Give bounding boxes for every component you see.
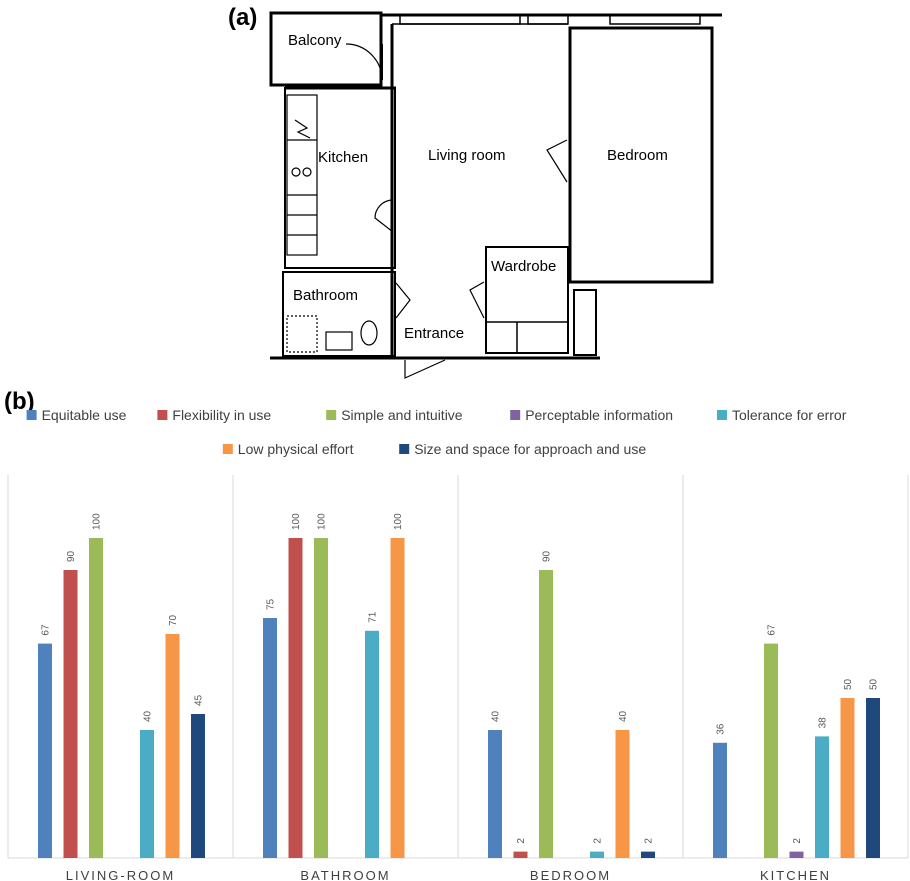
value-label-bedroom-low-physical-effort: 40 bbox=[618, 710, 629, 722]
bar-bathroom-simple-and-intuitive bbox=[314, 538, 328, 858]
value-label-bathroom-tolerance-for-error: 71 bbox=[368, 611, 379, 623]
room-label-kitchen: Kitchen bbox=[318, 149, 368, 166]
wardrobe-door-swing bbox=[469, 281, 485, 319]
legend-swatch-tolerance-for-error bbox=[717, 410, 727, 420]
value-label-bedroom-flexibility-in-use: 2 bbox=[516, 838, 527, 844]
window-3 bbox=[609, 14, 701, 25]
legend-swatch-perceptable-information bbox=[510, 410, 521, 420]
window-2 bbox=[527, 14, 569, 25]
value-label-kitchen-equitable-use: 36 bbox=[716, 723, 727, 735]
legend-swatch-equitable-use bbox=[26, 410, 37, 420]
bar-kitchen-equitable-use bbox=[713, 742, 727, 858]
bar-kitchen-size-and-space-for-approach-and-use bbox=[866, 698, 880, 858]
bar-living-room-low-physical-effort bbox=[165, 634, 180, 858]
bar-living-room-equitable-use bbox=[38, 643, 52, 858]
chart-legend: Equitable use Flexibility in use Simple an… bbox=[26, 407, 847, 457]
kitchen-counter bbox=[286, 94, 318, 256]
room-label-balcony: Balcony bbox=[288, 32, 342, 49]
bar-living-room-size-and-space-for-approach-and-use bbox=[191, 714, 205, 858]
bar-kitchen-tolerance-for-error bbox=[815, 736, 829, 858]
bar-bathroom-flexibility-in-use bbox=[288, 538, 303, 858]
window-1 bbox=[399, 14, 521, 25]
legend-swatch-low-physical-effort bbox=[222, 444, 233, 454]
bar-living-room-simple-and-intuitive bbox=[89, 538, 103, 858]
value-label-living-room-equitable-use: 67 bbox=[41, 624, 52, 636]
floor-plan: Balcony Kitchen Living room Bedroom Ward… bbox=[269, 11, 722, 379]
room-label-bathroom: Bathroom bbox=[293, 287, 358, 304]
category-label-bedroom: BEDROOM bbox=[530, 868, 611, 881]
sink-icon bbox=[291, 167, 301, 177]
value-label-living-room-size-and-space-for-approach-and-use: 45 bbox=[194, 694, 205, 706]
legend-label-low-physical-effort: Low physical effort bbox=[238, 441, 354, 457]
bar-kitchen-low-physical-effort bbox=[840, 698, 855, 858]
value-label-kitchen-tolerance-for-error: 38 bbox=[818, 717, 829, 729]
legend-label-tolerance-for-error: Tolerance for error bbox=[732, 407, 847, 423]
room-label-living-room: Living room bbox=[428, 147, 506, 164]
value-label-living-room-flexibility-in-use: 90 bbox=[66, 550, 77, 562]
value-label-bedroom-size-and-space-for-approach-and-use: 2 bbox=[644, 838, 655, 844]
bathroom-outline bbox=[282, 271, 396, 357]
value-label-bathroom-simple-and-intuitive: 100 bbox=[317, 513, 328, 530]
bar-bathroom-tolerance-for-error bbox=[365, 630, 379, 858]
category-label-living-room: LIVING-ROOM bbox=[66, 868, 175, 881]
room-label-bedroom: Bedroom bbox=[607, 147, 668, 164]
panel-label-a: (a) bbox=[228, 4, 258, 31]
legend-swatch-size-and-space-for-approach-and-use bbox=[399, 444, 410, 454]
bedroom-outline bbox=[568, 26, 714, 284]
legend-label-simple-and-intuitive: Simple and intuitive bbox=[341, 407, 463, 423]
value-label-bedroom-equitable-use: 40 bbox=[491, 710, 502, 722]
entrance-door-swing bbox=[404, 359, 446, 379]
bar-bedroom-equitable-use bbox=[488, 730, 502, 858]
value-label-kitchen-size-and-space-for-approach-and-use: 50 bbox=[869, 678, 880, 690]
bar-bathroom-low-physical-effort bbox=[390, 538, 405, 858]
legend-label-flexibility-in-use: Flexibility in use bbox=[172, 407, 271, 423]
washbasin-icon bbox=[325, 331, 353, 351]
value-label-bedroom-simple-and-intuitive: 90 bbox=[542, 550, 553, 562]
value-label-bedroom-tolerance-for-error: 2 bbox=[593, 838, 604, 844]
toilet-icon bbox=[360, 320, 378, 346]
bathroom-door-swing bbox=[395, 282, 411, 319]
chart-category-labels: LIVING-ROOM BATHROOM BEDROOM KITCHEN bbox=[66, 868, 831, 881]
value-label-living-room-simple-and-intuitive: 100 bbox=[92, 513, 103, 530]
shower-icon bbox=[286, 315, 318, 353]
stove-icon bbox=[294, 119, 311, 139]
value-label-bathroom-flexibility-in-use: 100 bbox=[291, 513, 302, 530]
bar-bedroom-simple-and-intuitive bbox=[539, 570, 553, 858]
legend-label-perceptable-information: Perceptable information bbox=[525, 407, 673, 423]
legend-swatch-flexibility-in-use bbox=[157, 410, 168, 420]
value-label-kitchen-perceptable-information: 2 bbox=[792, 838, 803, 844]
value-label-living-room-low-physical-effort: 70 bbox=[168, 614, 179, 626]
kitchen-outline bbox=[284, 87, 396, 269]
bar-kitchen-simple-and-intuitive bbox=[764, 643, 778, 858]
legend-label-equitable-use: Equitable use bbox=[42, 407, 127, 423]
closet-outline bbox=[573, 289, 597, 356]
chart-value-labels: 67 90 100 40 70 45 75 100 100 71 100 40 2 90 2 40 2 36 67 2… bbox=[41, 513, 880, 844]
value-label-bathroom-equitable-use: 75 bbox=[266, 598, 277, 610]
bar-bedroom-low-physical-effort bbox=[615, 730, 630, 858]
bar-kitchen-perceptable-information bbox=[789, 851, 804, 858]
category-label-bathroom: BATHROOM bbox=[300, 868, 390, 881]
value-label-kitchen-low-physical-effort: 50 bbox=[843, 678, 854, 690]
wardrobe-outline bbox=[485, 246, 569, 354]
value-label-bathroom-low-physical-effort: 100 bbox=[393, 513, 404, 530]
chart-frame bbox=[7, 475, 909, 859]
bar-bedroom-tolerance-for-error bbox=[590, 851, 604, 858]
bar-bathroom-equitable-use bbox=[263, 618, 277, 858]
bar-bedroom-flexibility-in-use bbox=[513, 851, 528, 858]
legend-swatch-simple-and-intuitive bbox=[326, 410, 337, 420]
bedroom-door-swing bbox=[546, 139, 568, 183]
room-label-wardrobe: Wardrobe bbox=[491, 258, 556, 275]
value-label-kitchen-simple-and-intuitive: 67 bbox=[767, 624, 778, 636]
legend-label-size-and-space-for-approach-and-use: Size and space for approach and use bbox=[414, 441, 646, 457]
room-label-entrance: Entrance bbox=[404, 325, 464, 342]
chart-bars bbox=[38, 538, 880, 858]
kitchen-door-swing bbox=[374, 199, 394, 233]
bar-living-room-flexibility-in-use bbox=[63, 570, 78, 858]
bar-bedroom-size-and-space-for-approach-and-use bbox=[641, 851, 655, 858]
value-label-living-room-tolerance-for-error: 40 bbox=[143, 710, 154, 722]
bar-living-room-tolerance-for-error bbox=[140, 730, 154, 858]
category-label-kitchen: KITCHEN bbox=[760, 868, 831, 881]
